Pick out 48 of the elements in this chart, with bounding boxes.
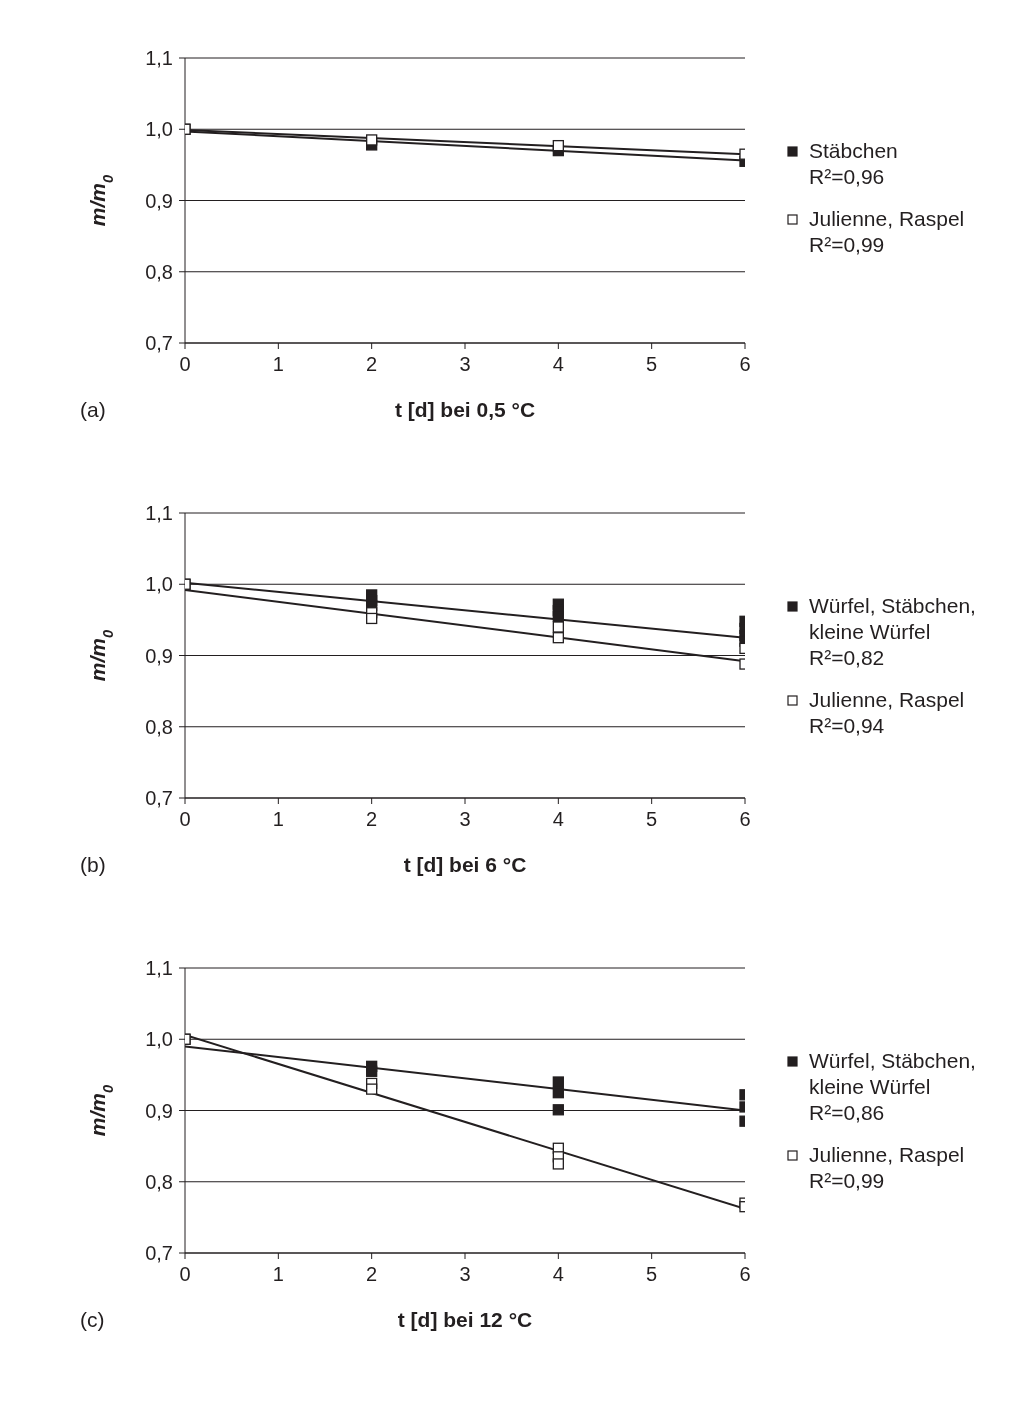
y-tick-label: 0,7 (145, 1242, 173, 1265)
x-tick-label: 6 (739, 1263, 751, 1285)
x-tick-label: 4 (552, 808, 564, 830)
x-tick-label: 4 (552, 353, 564, 375)
x-tick-label: 0 (179, 808, 191, 830)
y-tick-label: 0,7 (145, 332, 173, 355)
y-tick-label: 1,0 (145, 573, 173, 596)
y-tick-label: 0,7 (145, 787, 173, 810)
x-tick-label: 3 (459, 353, 471, 375)
x-tick-label: 2 (366, 353, 378, 375)
y-tick-label: 0,8 (145, 715, 173, 738)
x-tick-label: 0 (179, 353, 191, 375)
text: (c) (80, 1308, 105, 1332)
x-axis-title: t [d] bei 12 °C (396, 1308, 534, 1332)
x-tick-label: 3 (459, 808, 471, 830)
x-tick-label: 6 (739, 353, 751, 375)
x-tick-label: 4 (552, 1263, 564, 1285)
y-tick-label: 0,9 (145, 1099, 173, 1122)
x-tick-label: 5 (646, 353, 658, 375)
y-tick-label: 0,9 (145, 189, 173, 212)
x-axis-title: t [d] bei 0,5 °C (393, 398, 537, 422)
legend-label: Würfel, Stäbchen, kleine Würfel R²=0,86 (809, 1048, 976, 1126)
text: (b) (80, 853, 106, 877)
x-axis-title: t [d] bei 6 °C (402, 853, 528, 877)
legend-label: Stäbchen R²=0,96 (809, 138, 898, 190)
x-tick-label: 3 (459, 1263, 471, 1285)
y-tick-label: 1,1 (145, 502, 173, 525)
legend-label: Julienne, Raspel R²=0,94 (809, 687, 965, 739)
x-tick-label: 1 (272, 808, 284, 830)
x-tick-label: 2 (366, 1263, 378, 1285)
legend-label: Würfel, Stäbchen, kleine Würfel R²=0,82 (809, 593, 976, 671)
x-tick-label: 1 (272, 1263, 284, 1285)
y-tick-label: 1,1 (145, 957, 173, 980)
x-tick-label: 5 (646, 808, 658, 830)
y-tick-label: 1,1 (145, 47, 173, 70)
x-tick-label: 1 (272, 353, 284, 375)
y-tick-label: 1,0 (145, 118, 173, 141)
legend-label: Julienne, Raspel R²=0,99 (809, 1142, 965, 1194)
y-tick-label: 0,9 (145, 644, 173, 667)
x-tick-label: 6 (739, 808, 751, 830)
legend-label: Julienne, Raspel R²=0,99 (809, 206, 965, 258)
y-tick-label: 0,8 (145, 260, 173, 283)
x-tick-label: 0 (179, 1263, 191, 1285)
x-tick-label: 2 (366, 808, 378, 830)
y-tick-label: 1,0 (145, 1028, 173, 1051)
y-tick-label: 0,8 (145, 1170, 173, 1193)
text: (a) (80, 398, 106, 422)
x-tick-label: 5 (646, 1263, 658, 1285)
